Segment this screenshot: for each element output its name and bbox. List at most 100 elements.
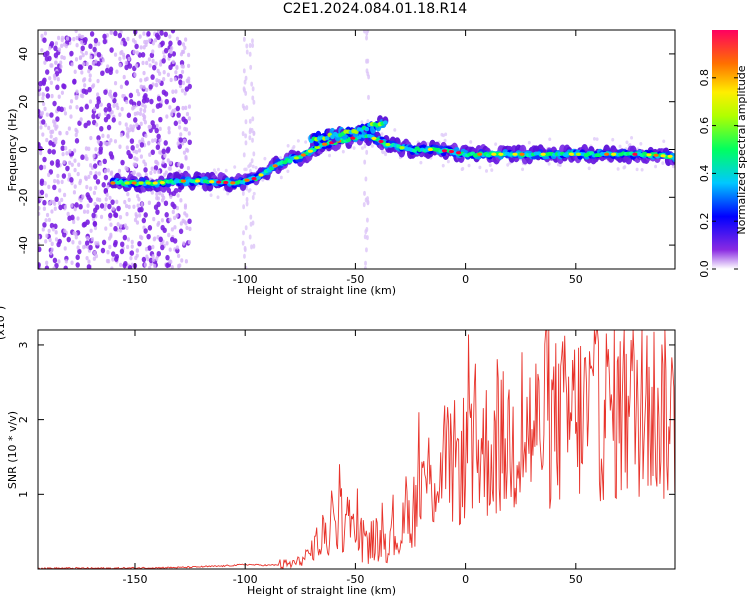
noise-speckle — [84, 146, 89, 151]
noise-speckle — [47, 148, 52, 155]
noise-speckle — [87, 174, 91, 180]
noise-speckle — [176, 141, 180, 146]
noise-speckle — [113, 52, 118, 57]
noise-speckle — [89, 135, 93, 141]
noise-speckle — [224, 168, 228, 173]
noise-speckle — [53, 123, 57, 128]
noise-speckle — [60, 90, 65, 96]
noise-speckle — [92, 153, 96, 159]
noise-speckle — [139, 142, 145, 148]
noise-speckle — [249, 64, 253, 70]
noise-speckle — [52, 266, 56, 269]
noise-speckle — [380, 132, 384, 136]
noise-speckle — [118, 56, 122, 62]
ridge-peak — [216, 180, 222, 184]
noise-speckle — [158, 116, 163, 123]
noise-speckle — [38, 246, 42, 253]
ridge-peak — [660, 154, 666, 158]
ridge-peak — [209, 180, 215, 184]
ridge-peak — [321, 142, 328, 146]
noise-speckle — [96, 78, 100, 84]
noise-speckle — [139, 84, 143, 90]
noise-speckle — [171, 89, 175, 94]
noise-speckle — [156, 133, 161, 140]
noise-speckle — [72, 36, 76, 42]
noise-speckle — [45, 93, 51, 99]
noise-speckle — [99, 214, 104, 220]
noise-speckle — [441, 163, 445, 168]
noise-speckle — [173, 225, 177, 230]
noise-speckle — [183, 45, 187, 51]
noise-speckle — [55, 84, 60, 91]
noise-speckle — [166, 72, 170, 78]
noise-speckle — [241, 240, 245, 246]
noise-speckle — [119, 262, 123, 268]
colorbar-tick-label: 0.8 — [698, 69, 711, 87]
noise-speckle — [662, 139, 666, 144]
noise-speckle — [74, 231, 78, 237]
noise-speckle — [366, 58, 370, 64]
noise-speckle — [41, 92, 45, 97]
noise-speckle — [182, 138, 187, 143]
noise-speckle — [365, 247, 368, 253]
noise-speckle — [151, 254, 155, 259]
noise-speckle — [152, 236, 156, 242]
noise-speckle — [248, 51, 252, 57]
noise-speckle — [112, 91, 118, 98]
noise-speckle — [78, 240, 82, 245]
noise-speckle — [250, 158, 254, 164]
noise-speckle — [183, 205, 188, 210]
noise-speckle — [68, 160, 72, 166]
noise-speckle — [155, 82, 159, 88]
snr-series — [38, 330, 675, 569]
noise-speckle — [137, 207, 142, 213]
noise-speckle — [155, 144, 161, 151]
noise-speckle — [244, 133, 247, 139]
noise-speckle — [49, 112, 54, 118]
noise-speckle — [143, 92, 148, 99]
noise-speckle — [127, 56, 131, 62]
noise-speckle — [85, 184, 89, 190]
noise-speckle — [179, 163, 184, 169]
noise-speckle — [94, 253, 99, 259]
noise-speckle — [88, 186, 93, 191]
noise-speckle — [180, 88, 185, 93]
noise-speckle — [88, 244, 93, 251]
noise-speckle — [118, 112, 122, 117]
noise-speckle — [115, 199, 119, 205]
noise-speckle — [156, 30, 161, 34]
noise-speckle — [119, 132, 124, 138]
noise-speckle — [174, 70, 178, 75]
noise-speckle — [139, 107, 143, 112]
noise-speckle — [157, 169, 161, 175]
noise-speckle — [244, 140, 248, 146]
noise-speckle — [167, 232, 171, 238]
noise-speckle — [173, 120, 179, 127]
noise-speckle — [622, 165, 626, 170]
noise-speckle — [99, 125, 104, 132]
noise-speckle — [134, 162, 138, 168]
noise-speckle — [365, 149, 369, 155]
noise-speckle — [245, 105, 249, 111]
noise-speckle — [175, 36, 180, 41]
x-tick-label: -50 — [346, 573, 364, 586]
noise-speckle — [60, 145, 65, 152]
noise-speckle — [73, 167, 77, 173]
noise-speckle — [137, 197, 141, 202]
noise-speckle — [168, 259, 172, 264]
noise-speckle — [163, 47, 169, 54]
noise-speckle — [74, 202, 79, 208]
noise-speckle — [75, 105, 79, 110]
noise-speckle — [242, 204, 246, 210]
ridge-peak — [667, 154, 673, 158]
noise-speckle — [635, 167, 639, 172]
noise-speckle — [125, 211, 129, 217]
noise-speckle — [129, 138, 135, 144]
noise-speckle — [70, 62, 74, 67]
noise-speckle — [174, 89, 178, 94]
noise-speckle — [65, 36, 70, 41]
noise-speckle — [38, 108, 41, 115]
noise-speckle — [141, 256, 147, 263]
noise-speckle — [126, 36, 130, 42]
noise-speckle — [248, 135, 252, 141]
